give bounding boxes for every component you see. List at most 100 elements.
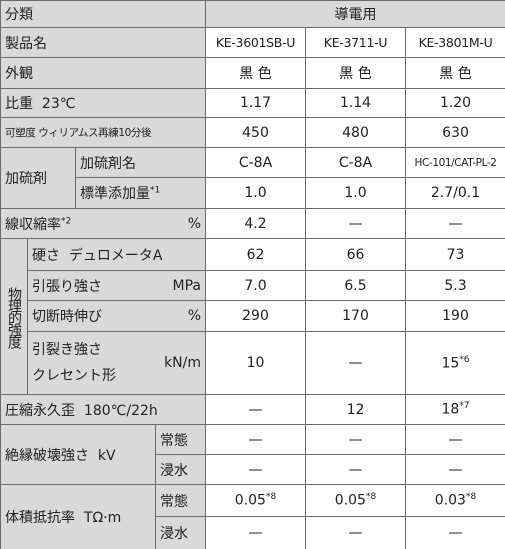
value-cell: — (405, 454, 505, 485)
label: 物理的強度 (6, 286, 22, 347)
value-cell: — (205, 424, 306, 455)
value-cell: 480 (305, 117, 406, 148)
row-label: 体積抵抗率 TΩ·m (0, 484, 156, 549)
value-cell: 2.7/0.1 (405, 177, 505, 209)
value-cell: — (205, 394, 306, 425)
unit: % (187, 308, 201, 324)
label: 線収縮率 (5, 216, 61, 233)
header-label: 分類 (0, 0, 206, 28)
row-label: 比重 23℃ (0, 88, 206, 118)
value-cell: 290 (205, 300, 306, 332)
value-cell: 1.0 (305, 177, 406, 209)
value-cell: 6.5 (305, 270, 406, 301)
value-cell: 12 (305, 394, 406, 425)
row-label: 絶縁破壊強さ kV (0, 424, 156, 485)
note: *6 (459, 354, 470, 365)
value-cell: — (405, 424, 505, 455)
note: *1 (150, 185, 161, 196)
note: *8 (465, 492, 477, 503)
value: 18 (441, 401, 460, 418)
label: 標準添加量 (80, 186, 150, 202)
row-label: 製品名 (0, 27, 206, 58)
value-cell: 黒 色 (305, 57, 406, 89)
condition: デュロメータA (68, 247, 163, 264)
value: 0.05 (234, 492, 266, 509)
value-cell: — (405, 208, 505, 239)
label: 引裂き強さ (32, 342, 102, 358)
value-cell: 170 (305, 300, 406, 332)
value-cell: 10 (205, 331, 306, 395)
label: 切断時伸び (32, 309, 102, 325)
value-cell: 5.3 (405, 270, 505, 301)
sub-label: 加硫剤名 (75, 147, 206, 178)
row-label: 加硫剤 (0, 147, 76, 209)
value-cell: — (205, 454, 306, 485)
label: 比重 (5, 96, 33, 112)
value-cell: C-8A (205, 147, 306, 178)
value-cell: 黒 色 (405, 57, 505, 89)
value-cell: 7.0 (205, 270, 306, 301)
value-cell: 0.03*8 (405, 484, 505, 517)
value-cell: KE-3801M-U (405, 27, 505, 58)
note: *7 (459, 401, 470, 412)
value-cell: 1.0 (205, 177, 306, 209)
value-cell: 450 (205, 117, 306, 148)
value-cell: 15*6 (405, 331, 505, 395)
value-cell: 1.20 (405, 88, 505, 118)
row-label: 線収縮率*2% (0, 208, 206, 239)
value-cell: 630 (405, 117, 505, 148)
header-group: 導電用 (205, 0, 505, 28)
label: 硬さ (32, 247, 60, 264)
unit: kV (97, 447, 116, 464)
value-cell: 62 (205, 238, 306, 271)
value-cell: 1.17 (205, 88, 306, 118)
value-cell: KE-3601SB-U (205, 27, 306, 58)
value-cell: 黒 色 (205, 57, 306, 89)
value-cell: 0.05*8 (205, 484, 306, 517)
unit: TΩ·m (83, 510, 122, 526)
value-cell: — (305, 454, 406, 485)
label: 引張り強さ (32, 278, 102, 295)
note: *2 (61, 215, 72, 226)
note: *8 (265, 492, 277, 503)
value-cell: C-8A (305, 147, 406, 178)
group-label: 物理的強度 (0, 238, 28, 395)
note: *8 (365, 492, 377, 503)
value-cell: 4.2 (205, 208, 306, 239)
value-cell: — (305, 516, 406, 549)
unit: MPa (172, 277, 201, 294)
value-cell: — (305, 424, 406, 455)
value: 15 (441, 355, 460, 372)
sub-label: 常態 (155, 484, 206, 517)
label: 可塑度 (5, 127, 36, 139)
value-cell: KE-3711-U (305, 27, 406, 58)
row-label: 外観 (0, 57, 206, 89)
unit: kN/m (164, 355, 201, 371)
label: 圧縮永久歪 (5, 402, 75, 419)
row-label: 引張り強さ MPa (27, 270, 206, 301)
value-cell: 18*7 (405, 394, 505, 425)
condition: 180℃/22h (83, 402, 158, 419)
condition: クレセント形 (32, 368, 116, 384)
sub-label: 標準添加量*1 (75, 177, 206, 209)
value-cell: HC-101/CAT-PL-2 (405, 147, 505, 178)
value-cell: 66 (305, 238, 406, 271)
unit: % (187, 215, 201, 232)
row-label: 圧縮永久歪 180℃/22h (0, 394, 206, 425)
value-cell: 1.14 (305, 88, 406, 118)
row-label: 引裂き強さクレセント形 kN/m (27, 331, 206, 395)
row-label: 可塑度 ウィリアムス再練10分後 (0, 117, 206, 148)
label: 絶縁破壊強さ (5, 447, 89, 464)
row-label: 硬さ デュロメータA (27, 238, 206, 271)
sub-label: 浸水 (155, 454, 206, 485)
value-cell: 190 (405, 300, 505, 332)
value-cell: 73 (405, 238, 505, 271)
condition: 23℃ (41, 96, 76, 112)
value-cell: — (305, 208, 406, 239)
value: 0.05 (334, 492, 366, 509)
label: 体積抵抗率 (5, 510, 75, 526)
value-cell: 0.05*8 (305, 484, 406, 517)
sub-label: 浸水 (155, 516, 206, 549)
